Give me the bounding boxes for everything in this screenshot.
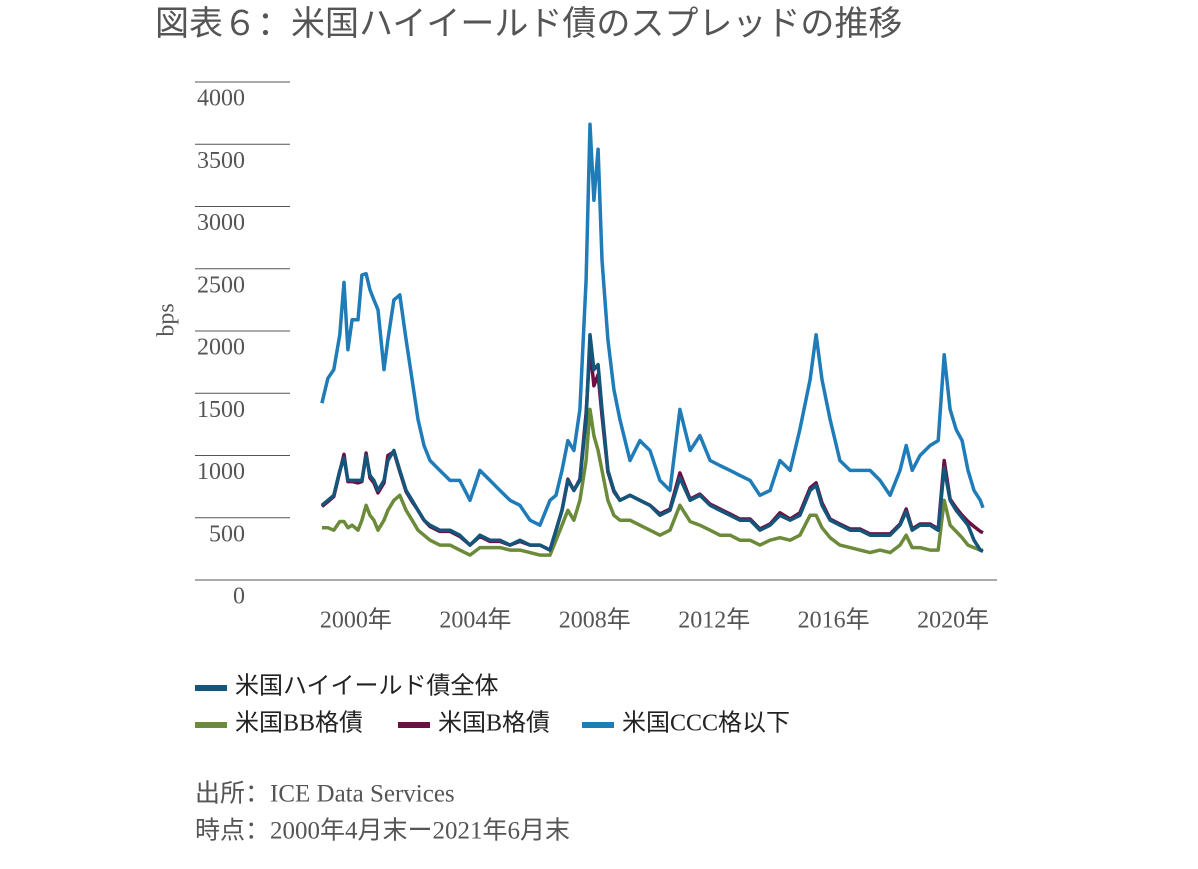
y-tick-label: 3500 [197, 148, 245, 174]
y-tick-label: 0 [233, 584, 245, 610]
x-tick-label: 2000年 [320, 607, 392, 634]
y-tick-label: 1000 [197, 459, 245, 485]
legend-label: 米国ハイイールド債全体 [235, 673, 499, 700]
x-tick-label: 2020年 [917, 607, 989, 634]
legend-label: 米国B格債 [438, 710, 550, 737]
legend-label: 米国BB格債 [235, 710, 363, 737]
x-tick-label: 2016年 [798, 607, 870, 634]
y-tick-label: 500 [209, 521, 245, 547]
series-line [320, 345, 984, 552]
y-tick-label: 3000 [197, 210, 245, 236]
series-line [321, 407, 983, 557]
x-tick-label: 2004年 [439, 607, 511, 634]
note: 時点：2000年4月末ー2021年6月末 [195, 817, 570, 845]
y-tick-label: 1500 [197, 397, 245, 423]
y-tick-label: 2000 [197, 335, 245, 361]
legend-label: 米国CCC格以下 [622, 710, 790, 737]
y-axis-label: bps [154, 303, 180, 336]
series-line [320, 122, 985, 527]
series-line [320, 332, 984, 553]
y-tick-label: 4000 [197, 86, 245, 112]
y-tick-label: 2500 [197, 272, 245, 298]
source: 出所：ICE Data Services [195, 780, 455, 808]
x-tick-label: 2012年 [678, 607, 750, 634]
chart-title: 図表６：米国ハイイールド債のスプレッドの推移 [155, 5, 902, 43]
x-tick-label: 2008年 [559, 607, 631, 634]
